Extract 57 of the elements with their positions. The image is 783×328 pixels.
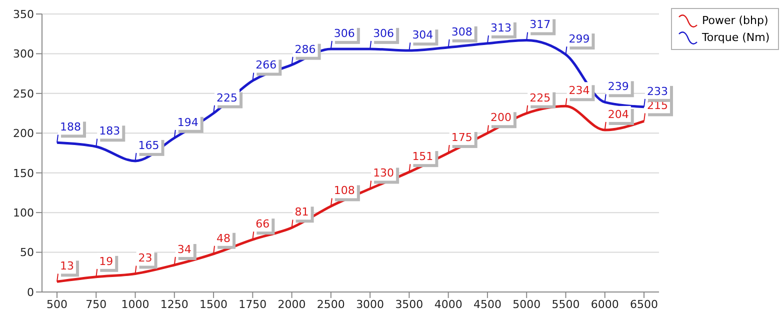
data-label: 225 [530,91,551,104]
data-label: 313 [490,21,512,34]
x-tick-label: 1500 [200,298,228,311]
data-label: 130 [373,166,394,180]
data-label: 299 [568,32,590,46]
data-label: 108 [334,184,355,198]
y-tick-label: 250 [13,87,34,100]
x-tick-label: 2000 [278,298,306,311]
data-label: 13 [60,260,74,273]
data-label: 239 [608,80,629,94]
data-label: 183 [99,124,120,138]
data-label: 66 [256,218,270,231]
data-label: 306 [334,26,355,40]
x-tick-label: 6500 [630,298,658,311]
data-label: 204 [608,108,629,121]
y-tick-label: 50 [20,246,34,260]
data-label: 194 [177,116,198,129]
x-tick-label: 5000 [512,298,541,311]
x-tick-label: 3000 [356,298,384,311]
data-label: 175 [451,131,472,144]
data-label: 306 [373,26,394,40]
x-tick-label: 1250 [160,298,188,311]
y-tick-label: 0 [27,286,34,299]
legend-label: Power (bhp) [702,14,768,27]
data-label: 165 [138,138,160,152]
y-tick-label: 150 [13,166,34,180]
legend-label: Torque (Nm) [702,31,770,44]
y-tick-label: 200 [13,127,34,140]
data-label: 19 [99,254,114,268]
data-label: 308 [451,25,472,38]
y-tick-label: 350 [13,8,34,21]
data-label: 286 [294,42,316,56]
x-tick-label: 4500 [473,298,502,311]
data-label: 48 [216,232,231,245]
data-label: 200 [490,111,512,124]
data-label: 23 [138,252,152,265]
y-tick-label: 300 [13,48,34,61]
data-label: 188 [60,120,81,134]
x-tick-label: 1000 [121,298,150,311]
x-tick-label: 3500 [395,298,424,311]
x-tick-label: 2500 [316,298,345,311]
x-tick-label: 1750 [238,298,267,311]
x-tick-label: 500 [46,298,68,311]
x-tick-label: 6000 [590,298,619,311]
x-tick-label: 750 [86,298,107,311]
data-label: 81 [294,206,309,219]
data-label: 225 [216,91,238,104]
data-label: 151 [412,150,434,164]
data-label: 34 [177,242,192,256]
data-label: 304 [412,28,434,42]
x-tick-label: 4000 [434,298,462,311]
data-label: 317 [530,18,551,32]
y-tick-label: 100 [13,206,34,220]
data-label: 233 [647,84,668,98]
data-label: 266 [256,58,277,72]
data-label: 234 [568,84,590,98]
x-tick-label: 5500 [552,298,580,311]
